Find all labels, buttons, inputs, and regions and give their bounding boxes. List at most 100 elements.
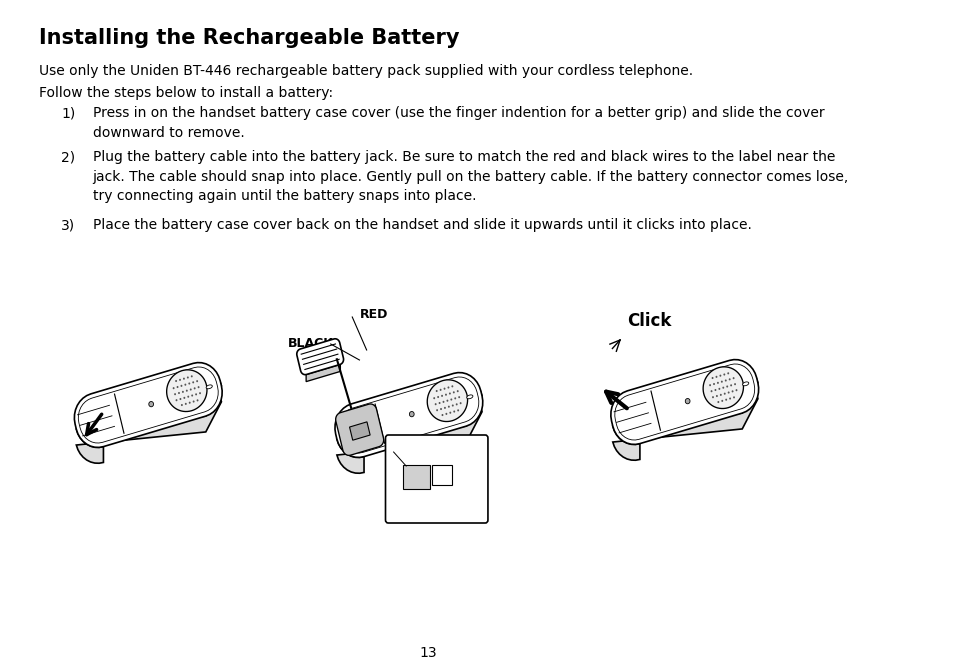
Circle shape: [717, 382, 719, 384]
Circle shape: [726, 372, 728, 374]
Circle shape: [149, 401, 153, 407]
Circle shape: [442, 401, 444, 403]
Circle shape: [187, 377, 189, 379]
Circle shape: [182, 391, 184, 393]
Ellipse shape: [466, 395, 473, 399]
Text: RED: RED: [359, 308, 388, 321]
Circle shape: [175, 380, 177, 382]
Text: 2): 2): [61, 150, 75, 164]
Polygon shape: [335, 373, 482, 458]
Circle shape: [172, 387, 174, 389]
Text: Plug the battery cable into the battery jack. Be sure to match the red and black: Plug the battery cable into the battery …: [92, 150, 848, 203]
Circle shape: [457, 396, 459, 398]
Circle shape: [444, 393, 446, 395]
Circle shape: [717, 401, 719, 403]
Polygon shape: [427, 380, 467, 422]
Circle shape: [684, 399, 689, 403]
Circle shape: [448, 405, 450, 407]
Circle shape: [193, 381, 194, 383]
Circle shape: [728, 378, 730, 380]
Text: Press in on the handset battery case cover (use the finger indention for a bette: Press in on the handset battery case cov…: [92, 106, 823, 140]
Circle shape: [191, 395, 193, 397]
Circle shape: [718, 388, 720, 390]
Circle shape: [715, 376, 717, 378]
Circle shape: [193, 401, 194, 403]
Circle shape: [179, 398, 181, 400]
Polygon shape: [610, 359, 758, 444]
Circle shape: [711, 377, 713, 379]
Circle shape: [183, 397, 185, 399]
Circle shape: [724, 379, 726, 381]
Circle shape: [452, 404, 454, 407]
Polygon shape: [612, 365, 757, 460]
Circle shape: [440, 395, 442, 397]
Circle shape: [712, 383, 714, 385]
Circle shape: [176, 386, 178, 388]
Polygon shape: [74, 363, 222, 448]
Text: RED: RED: [446, 454, 468, 464]
Circle shape: [436, 396, 438, 398]
Circle shape: [731, 390, 733, 392]
Circle shape: [179, 379, 181, 381]
Circle shape: [456, 409, 458, 411]
Circle shape: [727, 391, 729, 393]
Circle shape: [451, 385, 453, 387]
Circle shape: [729, 384, 731, 386]
Polygon shape: [349, 422, 370, 440]
Circle shape: [185, 403, 187, 405]
Circle shape: [435, 403, 436, 405]
Circle shape: [720, 381, 722, 383]
Circle shape: [199, 392, 201, 394]
Circle shape: [454, 397, 456, 399]
Polygon shape: [335, 404, 383, 456]
FancyBboxPatch shape: [385, 435, 487, 523]
Circle shape: [189, 401, 191, 403]
Ellipse shape: [206, 385, 213, 389]
Circle shape: [722, 373, 724, 375]
Circle shape: [445, 413, 447, 415]
Circle shape: [174, 393, 176, 395]
Circle shape: [719, 375, 720, 377]
Circle shape: [436, 409, 437, 411]
Circle shape: [175, 399, 177, 401]
Circle shape: [184, 383, 186, 385]
Text: BLACK: BLACK: [287, 337, 334, 350]
Circle shape: [735, 389, 737, 391]
Circle shape: [187, 395, 189, 397]
Circle shape: [459, 402, 461, 404]
Circle shape: [443, 407, 445, 409]
Circle shape: [446, 399, 448, 401]
Text: 3): 3): [61, 218, 75, 232]
Circle shape: [450, 398, 452, 401]
Circle shape: [449, 392, 451, 395]
Circle shape: [439, 389, 441, 391]
Circle shape: [453, 391, 455, 393]
Circle shape: [196, 380, 198, 382]
Circle shape: [453, 410, 455, 413]
Circle shape: [721, 387, 723, 389]
Circle shape: [439, 408, 441, 410]
Circle shape: [728, 397, 730, 399]
Text: Place the battery case cover back on the handset and slide it upwards until it c: Place the battery case cover back on the…: [92, 218, 751, 232]
Circle shape: [178, 392, 180, 394]
Text: Installing the Rechargeable Battery: Installing the Rechargeable Battery: [39, 28, 458, 48]
Circle shape: [724, 399, 726, 401]
Circle shape: [456, 390, 458, 392]
Text: Click: Click: [626, 312, 671, 330]
Circle shape: [720, 400, 722, 402]
Text: ◄ Click: ◄ Click: [419, 498, 453, 508]
Circle shape: [196, 399, 198, 401]
Text: 1): 1): [61, 106, 75, 120]
Text: BLACK: BLACK: [394, 446, 429, 456]
Circle shape: [732, 377, 734, 379]
Ellipse shape: [741, 382, 748, 385]
Polygon shape: [336, 377, 481, 473]
Circle shape: [188, 383, 190, 385]
Circle shape: [191, 375, 193, 377]
Circle shape: [180, 385, 182, 387]
Polygon shape: [76, 367, 221, 463]
Circle shape: [710, 390, 712, 392]
Polygon shape: [702, 367, 742, 409]
Circle shape: [449, 411, 451, 413]
Text: Follow the steps below to install a battery:: Follow the steps below to install a batt…: [39, 86, 333, 100]
